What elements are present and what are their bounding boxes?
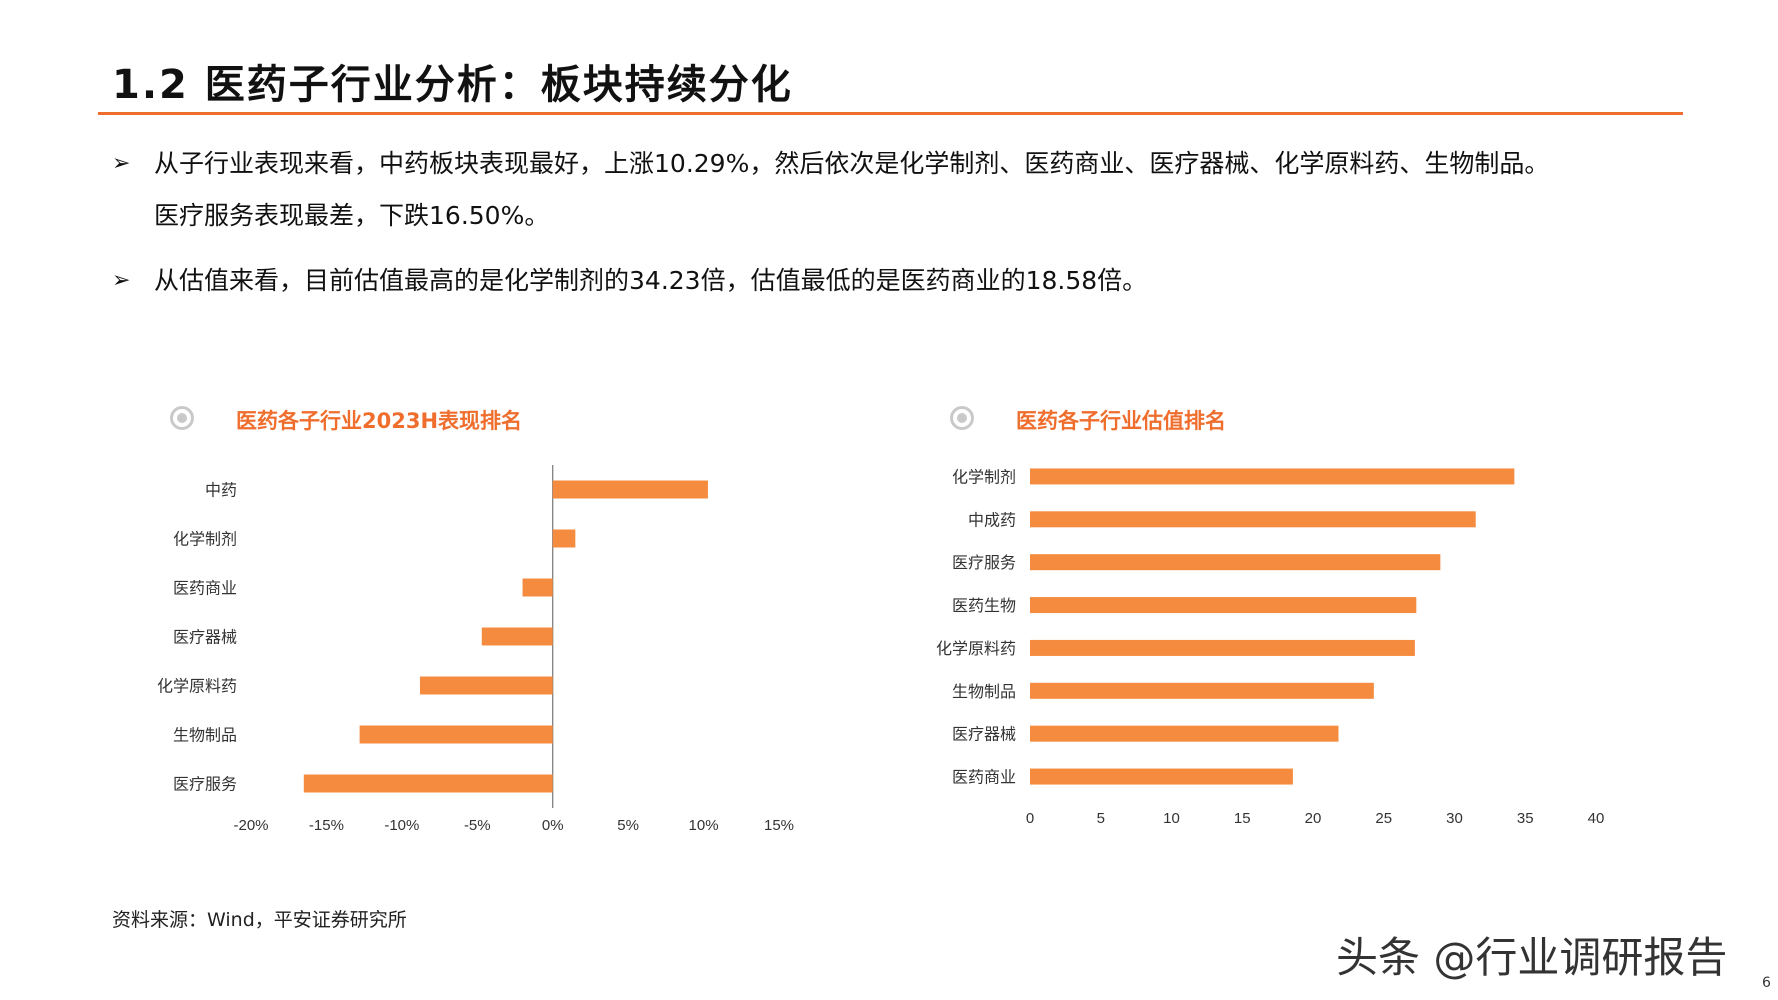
bar xyxy=(522,578,553,597)
category-label: 生物制品 xyxy=(173,726,237,745)
tick-label: 25 xyxy=(1375,810,1392,827)
category-label: 医疗服务 xyxy=(952,553,1016,572)
category-label: 医药商业 xyxy=(952,768,1016,787)
bar xyxy=(1030,554,1441,571)
bar xyxy=(1030,682,1374,699)
source-note: 资料来源：Wind，平安证券研究所 xyxy=(112,909,407,931)
category-label: 医疗器械 xyxy=(952,725,1016,744)
category-label: 化学制剂 xyxy=(173,530,237,549)
bar xyxy=(303,774,553,793)
tick-label: -10% xyxy=(384,817,419,834)
tick-label: 10% xyxy=(689,817,719,834)
bar xyxy=(1030,511,1476,528)
tick-label: 15 xyxy=(1234,810,1251,827)
tick-label: 35 xyxy=(1517,810,1534,827)
bullet-text: 从估值来看，目前估值最高的是化学制剂的34.23倍，估值最低的是医药商业的18.… xyxy=(154,266,1148,295)
page-number: 6 xyxy=(1762,975,1771,991)
arrow-bullet-icon: ➢ xyxy=(112,268,131,293)
bullet-text: 医疗服务表现最差，下跌16.50%。 xyxy=(154,201,550,230)
bar xyxy=(1030,597,1417,614)
title-divider xyxy=(98,112,1683,115)
tick-label: 0% xyxy=(542,817,564,834)
watermark: 头条 @行业调研报告 xyxy=(1336,933,1728,982)
tick-label: 10 xyxy=(1163,810,1180,827)
category-label: 医药生物 xyxy=(952,596,1016,615)
bar xyxy=(1030,725,1339,742)
category-label: 化学制剂 xyxy=(952,467,1016,486)
category-label: 医疗服务 xyxy=(173,775,237,794)
bar xyxy=(1030,768,1293,785)
tick-label: 40 xyxy=(1588,810,1605,827)
radio-marker-icon xyxy=(170,406,194,430)
bar xyxy=(481,627,553,646)
bar xyxy=(419,676,553,695)
bar xyxy=(359,725,553,744)
tick-label: 15% xyxy=(764,817,794,834)
tick-label: -20% xyxy=(233,817,268,834)
category-label: 中药 xyxy=(205,481,237,500)
category-label: 化学原料药 xyxy=(157,677,237,696)
category-label: 医疗器械 xyxy=(173,628,237,647)
bar xyxy=(1030,639,1415,656)
chart-title-valuation: 医药各子行业估值排名 xyxy=(1016,409,1226,433)
category-label: 化学原料药 xyxy=(936,639,1016,658)
tick-label: 5 xyxy=(1097,810,1105,827)
tick-label: -5% xyxy=(464,817,491,834)
tick-label: 20 xyxy=(1305,810,1322,827)
chart-title-performance: 医药各子行业2023H表现排名 xyxy=(236,409,523,433)
bar xyxy=(552,529,576,548)
tick-label: 5% xyxy=(617,817,639,834)
category-label: 医药商业 xyxy=(173,579,237,598)
tick-label: 0 xyxy=(1026,810,1034,827)
arrow-bullet-icon: ➢ xyxy=(112,151,131,176)
tick-label: 30 xyxy=(1446,810,1463,827)
page-title: 1.2 医药子行业分析：板块持续分化 xyxy=(112,62,793,108)
bar xyxy=(552,480,708,499)
radio-marker-icon xyxy=(950,406,974,430)
category-label: 中成药 xyxy=(968,510,1016,529)
bar xyxy=(1030,468,1515,485)
category-label: 生物制品 xyxy=(952,682,1016,701)
tick-label: -15% xyxy=(309,817,344,834)
bullet-text: 从子行业表现来看，中药板块表现最好，上涨10.29%，然后依次是化学制剂、医药商… xyxy=(154,149,1550,178)
